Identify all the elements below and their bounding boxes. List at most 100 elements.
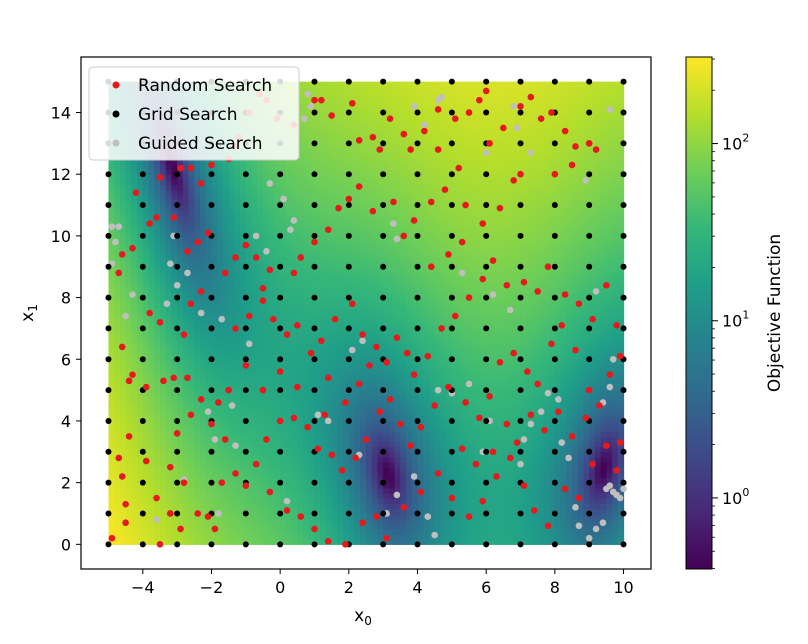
heatmap-cell (360, 492, 367, 499)
heatmap-cell (119, 292, 127, 299)
heatmap-cell (108, 256, 115, 263)
heatmap-cell (320, 205, 327, 211)
heatmap-cell (205, 523, 213, 530)
heatmap-cell (262, 369, 270, 376)
heatmap-cell (188, 256, 195, 263)
heatmap-cell (205, 277, 213, 283)
heatmap-cell (377, 426, 384, 432)
heatmap-cell (211, 313, 218, 319)
heatmap-cell (137, 333, 144, 340)
heatmap-cell (331, 492, 338, 499)
heatmap-cell (320, 297, 327, 304)
heatmap-cell (257, 441, 264, 448)
heatmap-cell (331, 179, 338, 186)
heatmap-cell (285, 436, 293, 443)
heatmap-cell (280, 169, 287, 175)
heatmap-cell (320, 333, 327, 340)
heatmap-cell (234, 528, 241, 535)
heatmap-cell (119, 235, 127, 242)
heatmap-cell (371, 528, 379, 535)
heatmap-cell (308, 215, 316, 222)
heatmap-cell (320, 127, 327, 134)
heatmap-cell (125, 477, 132, 484)
heatmap-cell (274, 333, 281, 340)
heatmap-cell (137, 513, 144, 520)
heatmap-cell (125, 194, 132, 201)
heatmap-cell (280, 338, 287, 345)
heatmap-cell (251, 384, 258, 391)
heatmap-cell (371, 189, 379, 196)
heatmap-cell (388, 405, 396, 412)
heatmap-cell (371, 158, 379, 165)
heatmap-cell (354, 462, 361, 468)
heatmap-cell (303, 348, 310, 355)
heatmap-cell (325, 282, 333, 288)
heatmap-cell (303, 492, 310, 499)
heatmap-cell (325, 446, 333, 453)
heatmap-cell (297, 81, 304, 88)
heatmap-cell (371, 220, 379, 227)
heatmap-cell (343, 390, 350, 396)
heatmap-cell (245, 477, 253, 484)
heatmap-cell (211, 369, 218, 376)
heatmap-cell (291, 246, 298, 252)
heatmap-cell (274, 318, 281, 324)
heatmap-cell (137, 230, 144, 237)
heatmap-cell (400, 241, 407, 247)
heatmap-cell (320, 251, 327, 258)
heatmap-cell (200, 158, 207, 165)
heatmap-cell (251, 179, 258, 186)
heatmap-cell (205, 343, 213, 350)
heatmap-cell (188, 492, 195, 499)
heatmap-cell (108, 348, 115, 355)
heatmap-cell (406, 127, 413, 134)
heatmap-cell (291, 508, 298, 515)
heatmap-cell (400, 477, 407, 484)
heatmap-cell (125, 282, 132, 288)
heatmap-cell (142, 348, 150, 355)
heatmap-cell (303, 256, 310, 263)
heatmap-cell (268, 405, 276, 412)
heatmap-cell (245, 462, 253, 468)
heatmap-cell (137, 508, 144, 515)
heatmap-cell (377, 446, 384, 453)
heatmap-cell (245, 395, 253, 401)
heatmap-cell (274, 220, 281, 227)
heatmap-cell (245, 369, 253, 376)
heatmap-cell (171, 210, 178, 216)
heatmap-cell (137, 302, 144, 309)
heatmap-cell (194, 230, 201, 237)
heatmap-cell (182, 277, 190, 283)
heatmap-cell (417, 91, 424, 98)
heatmap-cell (251, 374, 258, 381)
heatmap-cell (348, 277, 356, 283)
heatmap-cell (262, 328, 270, 335)
heatmap-cell (245, 292, 253, 299)
heatmap-cell (262, 261, 270, 268)
heatmap-cell (325, 482, 333, 489)
heatmap-cell (354, 400, 361, 407)
heatmap-cell (325, 302, 333, 309)
heatmap-cell (331, 446, 338, 453)
heatmap-cell (348, 436, 356, 443)
heatmap-cell (251, 158, 258, 165)
heatmap-cell (371, 364, 379, 371)
heatmap-cell (354, 282, 361, 288)
heatmap-cell (383, 235, 390, 242)
heatmap-cell (314, 348, 321, 355)
heatmap-cell (308, 169, 316, 175)
heatmap-cell (159, 477, 167, 484)
heatmap-cell (285, 174, 293, 180)
heatmap-cell (131, 431, 138, 437)
heatmap-cell (182, 261, 190, 268)
heatmap-cell (234, 189, 241, 196)
heatmap-cell (171, 277, 178, 283)
heatmap-cell (165, 297, 173, 304)
heatmap-cell (348, 369, 356, 376)
heatmap-cell (331, 292, 338, 299)
heatmap-cell (348, 523, 356, 530)
heatmap-cell (251, 282, 258, 288)
heatmap-cell (314, 91, 321, 98)
heatmap-cell (222, 518, 230, 525)
heatmap-cell (337, 194, 344, 201)
